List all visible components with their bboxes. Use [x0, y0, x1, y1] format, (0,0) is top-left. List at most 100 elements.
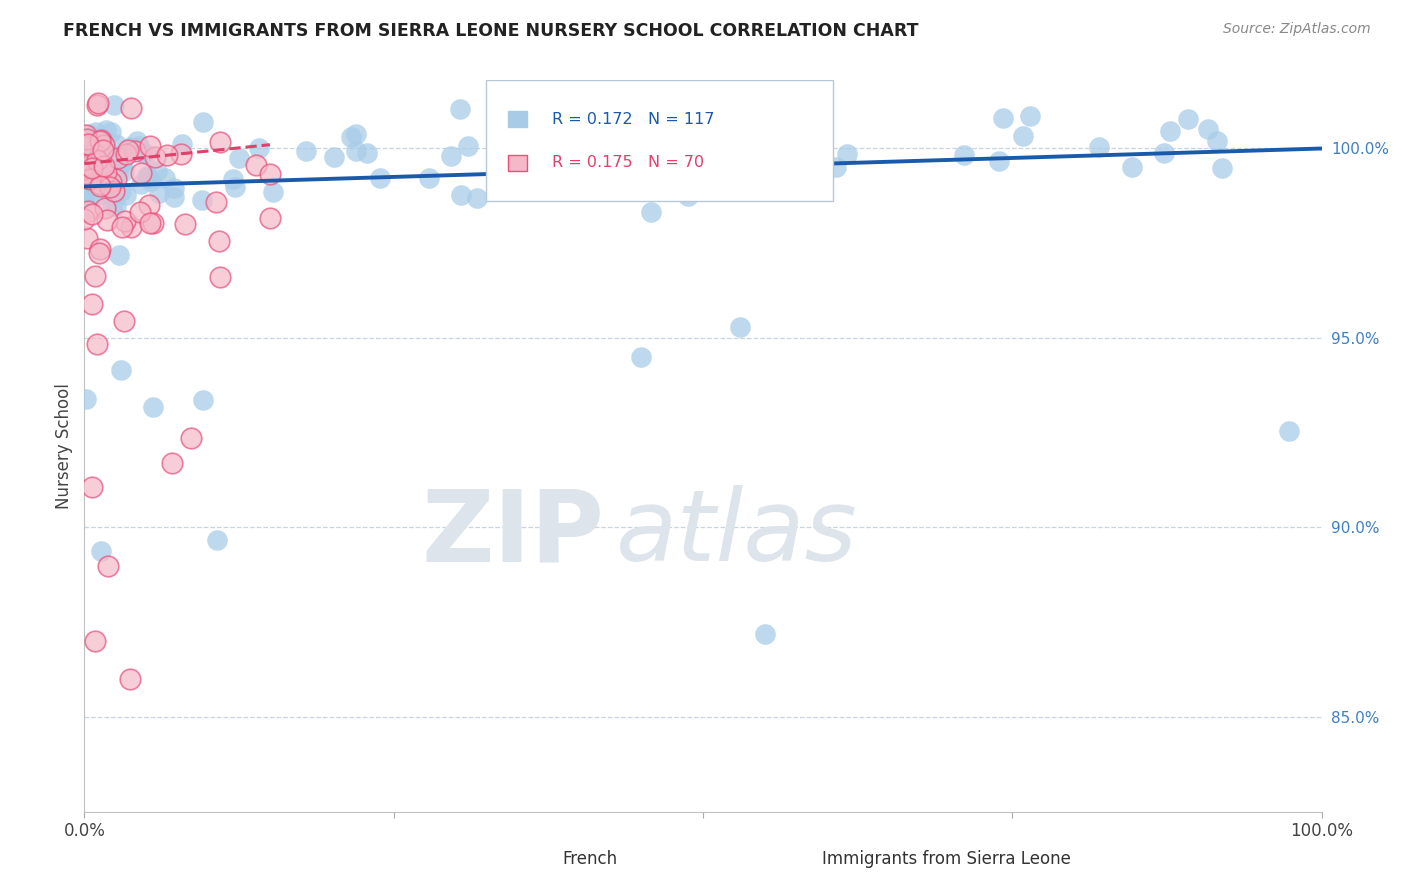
Point [222, 172, 245, 186]
Point [103, 182, 125, 196]
Point [96, 153, 118, 168]
Text: French: French [562, 850, 617, 868]
Point [89, 168, 111, 182]
Point [90, 133, 112, 147]
Point [110, 184, 132, 198]
Point [91, 143, 114, 157]
Point [89, 134, 111, 148]
Point [141, 174, 163, 188]
Point [457, 139, 479, 153]
Point [76, 191, 98, 205]
Point [89, 160, 111, 174]
Point [1153, 146, 1175, 161]
Point [1088, 140, 1111, 154]
Point [120, 220, 142, 235]
Point [138, 198, 160, 212]
FancyBboxPatch shape [486, 80, 832, 201]
Text: R = 0.175   N = 70: R = 0.175 N = 70 [553, 155, 704, 170]
Point [129, 205, 152, 219]
Point [191, 115, 214, 129]
Point [205, 194, 228, 209]
Text: atlas: atlas [616, 485, 858, 582]
Point [163, 190, 186, 204]
Point [110, 157, 132, 171]
Point [163, 181, 186, 195]
Point [136, 169, 159, 184]
Point [418, 170, 440, 185]
Point [84, 149, 107, 163]
Point [107, 152, 129, 166]
Point [90, 544, 112, 558]
Point [209, 270, 232, 285]
Point [121, 101, 143, 115]
Point [124, 144, 146, 158]
Point [87, 245, 110, 260]
Point [228, 151, 250, 165]
Point [76, 231, 98, 245]
Point [825, 160, 848, 174]
Point [97, 558, 120, 573]
Point [98, 180, 121, 194]
Point [600, 179, 623, 194]
Point [89, 177, 111, 191]
Point [148, 186, 170, 200]
Point [778, 147, 800, 161]
Point [77, 136, 100, 151]
Point [952, 148, 974, 162]
Point [139, 216, 162, 230]
Point [77, 152, 100, 166]
Point [107, 149, 129, 163]
Text: R = 0.172   N = 117: R = 0.172 N = 117 [553, 112, 714, 127]
Point [758, 130, 780, 145]
Point [136, 169, 159, 184]
Point [96, 181, 118, 195]
Point [75, 158, 97, 172]
Point [104, 171, 127, 186]
Point [1211, 161, 1233, 175]
Point [100, 125, 122, 139]
Point [80, 297, 103, 311]
Point [104, 199, 127, 213]
Point [115, 188, 138, 202]
Point [146, 164, 169, 178]
Point [100, 175, 122, 189]
Point [731, 127, 754, 141]
Point [118, 140, 141, 154]
Point [84, 126, 107, 140]
Point [97, 166, 120, 180]
Point [295, 145, 318, 159]
Point [93, 159, 115, 173]
Point [1206, 135, 1229, 149]
Point [93, 137, 115, 152]
Point [491, 139, 513, 153]
Point [83, 634, 105, 648]
Point [93, 202, 115, 216]
Point [76, 131, 98, 145]
Point [170, 146, 193, 161]
Point [676, 189, 699, 203]
Point [142, 216, 165, 230]
Point [143, 150, 166, 164]
Point [89, 242, 111, 256]
Point [991, 111, 1014, 125]
Text: Source: ZipAtlas.com: Source: ZipAtlas.com [1223, 22, 1371, 37]
Point [96, 213, 118, 227]
Point [174, 217, 197, 231]
Point [79, 172, 101, 186]
Point [259, 211, 281, 226]
Point [94, 123, 117, 137]
Point [84, 269, 107, 284]
Point [987, 153, 1010, 168]
Point [80, 480, 103, 494]
Point [118, 672, 141, 686]
Point [180, 431, 202, 445]
Point [208, 234, 231, 248]
Point [139, 139, 162, 153]
Point [707, 164, 730, 178]
Point [1121, 160, 1143, 174]
Point [134, 146, 156, 161]
Point [128, 138, 150, 153]
Point [101, 169, 124, 183]
Point [662, 158, 685, 172]
Point [76, 171, 98, 186]
